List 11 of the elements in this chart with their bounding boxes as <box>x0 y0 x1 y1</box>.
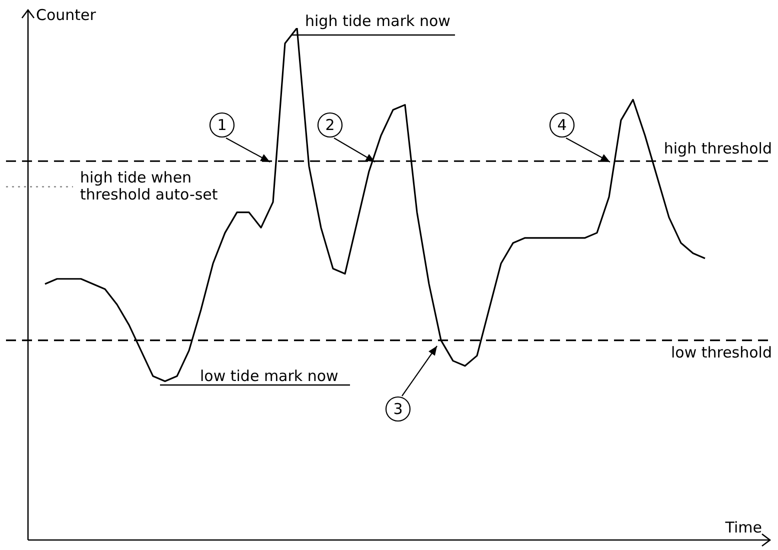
x-axis-title: Time <box>724 518 762 536</box>
annotation: 2 <box>325 116 335 134</box>
annotation: 3 <box>393 400 403 418</box>
annotation: low tide mark now <box>200 366 338 385</box>
ref-line-label: high threshold <box>664 140 772 158</box>
ref-line-label: low threshold <box>670 344 772 362</box>
y-axis-title: Counter <box>36 6 97 24</box>
annotation: 1 <box>217 116 227 134</box>
annotation: high tide mark now <box>305 12 450 30</box>
annotation: 4 <box>557 116 567 134</box>
ref-line-label: high tide when threshold auto-set <box>80 168 218 204</box>
